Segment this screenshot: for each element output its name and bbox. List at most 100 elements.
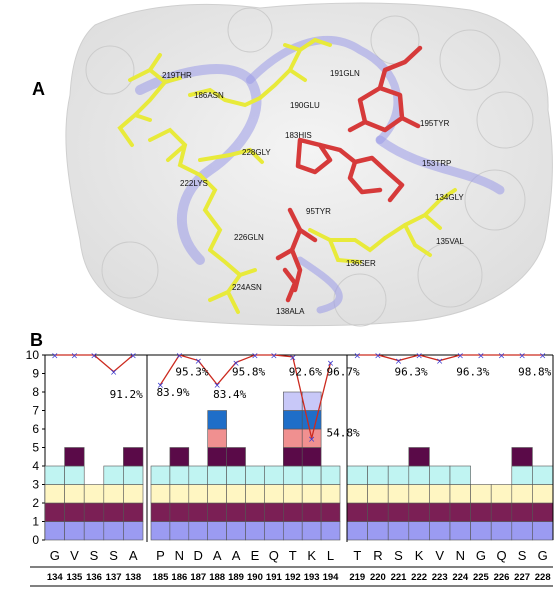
- residue-letter: D: [194, 548, 203, 563]
- stack-cell: [408, 465, 430, 485]
- stack-cell: [320, 484, 341, 504]
- conservation-marker: ×: [539, 352, 547, 362]
- percent-label: 91.2%: [110, 388, 143, 401]
- conservation-marker: ×: [251, 352, 259, 362]
- residue-number: 227: [514, 572, 530, 583]
- conservation-marker: ×: [415, 352, 423, 362]
- stack-cell: [346, 465, 368, 485]
- residue-number: 185: [153, 572, 170, 583]
- red-residue-sticks: [275, 45, 423, 303]
- residue-label-95tyr: 95TYR: [306, 207, 331, 216]
- residue-number: 228: [535, 572, 551, 583]
- residue-number: 187: [190, 572, 206, 583]
- stack-cell: [207, 521, 227, 541]
- stack-cell: [511, 502, 533, 522]
- stack-cell: [226, 521, 246, 541]
- conservation-marker: ×: [71, 352, 79, 362]
- stack-cell: [44, 465, 65, 485]
- stack-cell: [188, 484, 209, 504]
- stack-cell: [226, 484, 246, 504]
- stack-cell: [470, 502, 492, 522]
- stack-cell: [449, 521, 471, 541]
- residue-number: 135: [66, 572, 83, 583]
- stack-cell: [408, 521, 430, 541]
- stack-cell: [511, 484, 533, 504]
- conservation-marker: ×: [374, 352, 382, 362]
- residue-number: 137: [106, 572, 122, 583]
- residue-number: 222: [411, 572, 427, 583]
- stack-cell: [346, 521, 368, 541]
- conservation-marker: ×: [436, 357, 444, 367]
- y-tick-label: 2: [32, 496, 39, 510]
- stack-cell: [511, 447, 533, 467]
- residue-label-135val: 135VAL: [436, 237, 464, 246]
- panel-a-letter: A: [32, 79, 45, 99]
- stack-cell: [532, 484, 554, 504]
- residue-number: 219: [349, 572, 365, 583]
- stack-cell: [264, 502, 284, 522]
- residue-letter: S: [518, 548, 527, 563]
- residue-number: 134: [47, 572, 64, 583]
- stack-cell: [83, 521, 105, 541]
- residue-number: 225: [473, 572, 490, 583]
- stack-cell: [264, 521, 284, 541]
- stack-cell: [207, 465, 227, 485]
- stack-cell: [123, 521, 144, 541]
- stack-cell: [449, 484, 471, 504]
- stack-cell: [408, 484, 430, 504]
- stack-cell: [150, 521, 171, 541]
- residue-label-224asn: 224ASN: [232, 283, 262, 292]
- stack-cell: [282, 410, 303, 430]
- stack-cell: [264, 465, 284, 485]
- stack-cell: [470, 521, 492, 541]
- stack-cell: [282, 521, 303, 541]
- stack-cell: [511, 521, 533, 541]
- stack-cell: [301, 521, 322, 541]
- residue-letter: K: [415, 548, 424, 563]
- stack-cell: [387, 502, 410, 522]
- stack-cell: [64, 447, 85, 467]
- stack-cell: [188, 502, 209, 522]
- stack-cell: [532, 521, 554, 541]
- stack-cell: [367, 502, 389, 522]
- stack-cell: [226, 502, 246, 522]
- stack-cell: [64, 484, 85, 504]
- conservation-marker: ×: [354, 352, 362, 362]
- residue-number: 226: [494, 572, 510, 583]
- percent-label: 92.6%: [289, 366, 322, 379]
- residue-label-195tyr: 195TYR: [420, 119, 450, 128]
- yellow-residue-sticks: [117, 37, 457, 314]
- stack-cell: [320, 521, 341, 541]
- stack-cell: [245, 521, 265, 541]
- stack-cell: [346, 484, 368, 504]
- stack-cell: [226, 447, 246, 467]
- stack-cell: [387, 484, 410, 504]
- residue-letter: Q: [496, 548, 506, 563]
- residue-letter: A: [232, 548, 241, 563]
- stack-cell: [490, 521, 513, 541]
- stack-cell: [188, 521, 209, 541]
- residue-label-183his: 183HIS: [285, 131, 312, 140]
- residue-label-191gln: 191GLN: [330, 69, 360, 78]
- stack-cell: [282, 428, 303, 448]
- stack-cell: [207, 428, 227, 448]
- stack-cell: [387, 521, 410, 541]
- stack-cell: [301, 447, 322, 467]
- conservation-marker: ×: [51, 352, 59, 362]
- panel-b-letter: B: [30, 330, 43, 350]
- conservation-marker: ×: [157, 381, 165, 391]
- stack-cell: [207, 502, 227, 522]
- percent-label: 54.8%: [327, 427, 360, 440]
- conservation-marker: ×: [289, 353, 297, 363]
- molecular-surface: [65, 2, 553, 327]
- stack-cell: [123, 447, 144, 467]
- y-tick-label: 5: [32, 441, 39, 455]
- stack-cell: [169, 447, 190, 467]
- percent-label: 96.3%: [456, 366, 489, 379]
- residue-number: 136: [86, 572, 102, 583]
- residue-letter: N: [175, 548, 184, 563]
- y-tick-label: 9: [32, 367, 39, 381]
- residue-label-226gln: 226GLN: [234, 233, 264, 242]
- residue-label-222lys: 222LYS: [180, 179, 208, 188]
